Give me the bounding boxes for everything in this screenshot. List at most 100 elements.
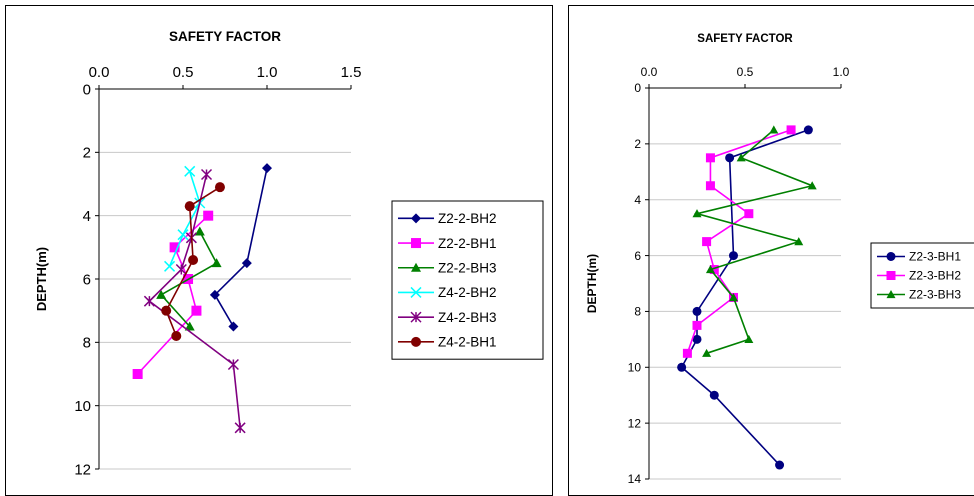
data-point (692, 334, 702, 344)
data-point (807, 181, 817, 190)
data-point (161, 305, 172, 316)
x-tick-label: 0.5 (173, 64, 194, 81)
y-axis-label: DEPTH(m) (34, 247, 49, 311)
series-line (159, 231, 218, 328)
data-point (214, 182, 225, 193)
data-point (709, 390, 719, 400)
y-tick-label: 10 (628, 360, 642, 374)
legend-label: Z4-2-BH1 (438, 335, 497, 350)
x-tick-label: 1.5 (341, 64, 362, 81)
data-point (175, 263, 187, 276)
legend-label: Z2-3-BH1 (909, 250, 961, 264)
legend-label: Z2-3-BH2 (909, 269, 961, 283)
legend-label: Z4-2-BH2 (438, 285, 497, 300)
series-line (168, 171, 201, 267)
data-point (228, 321, 239, 332)
data-point (786, 125, 796, 135)
y-tick-label: 2 (634, 137, 641, 151)
series-line (693, 129, 815, 355)
data-point (705, 153, 715, 163)
data-point (677, 362, 687, 372)
data-point (143, 295, 155, 307)
data-point (702, 237, 712, 247)
legend-label: Z4-2-BH3 (438, 310, 497, 325)
data-point (184, 201, 195, 212)
data-point (692, 306, 702, 316)
data-point (184, 321, 195, 331)
data-point (211, 258, 222, 268)
series-line (148, 174, 241, 428)
legend-box (391, 200, 544, 360)
data-point (262, 163, 272, 174)
x-tick-label: 0.0 (641, 65, 658, 79)
data-point (692, 320, 702, 330)
x-tick-label: 1.0 (833, 65, 850, 79)
data-point (692, 209, 702, 218)
data-point (803, 125, 813, 135)
y-tick-label: 8 (83, 335, 91, 352)
data-point (227, 358, 239, 371)
legend-marker (886, 271, 896, 280)
data-point (702, 348, 712, 357)
data-point (203, 210, 214, 221)
legend-marker (886, 290, 896, 299)
legend-marker (886, 252, 896, 261)
y-tick-label: 6 (83, 271, 91, 288)
data-point (682, 348, 692, 358)
data-point (194, 226, 205, 236)
legend-label: Z2-2-BH1 (438, 236, 497, 251)
data-point (736, 153, 746, 162)
legend-marker (410, 311, 422, 323)
x-tick-label: 1.0 (257, 64, 278, 81)
y-tick-label: 14 (628, 472, 642, 486)
data-point (775, 460, 785, 470)
chart-title: SAFETY FACTOR (697, 33, 793, 45)
series-line (137, 215, 209, 375)
y-tick-label: 0 (634, 81, 641, 95)
data-point (744, 334, 754, 343)
safety-factor-chart-left: SAFETY FACTOR 0.0 0.5 1.0 1.5 0 2 4 6 8 10 12 DEPTH(… (34, 29, 544, 478)
data-point (156, 289, 167, 299)
y-tick-label: 0 (83, 81, 91, 98)
data-point (705, 181, 715, 191)
data-point (209, 289, 220, 300)
legend-label: Z2-3-BH3 (909, 288, 961, 302)
data-point (728, 251, 738, 261)
chart-panel-right: SAFETY FACTOR 0.0 0.5 1.0 0 2 4 6 8 10 12 14 DEPTH(m… (568, 5, 974, 496)
data-point (769, 125, 779, 134)
series-line (213, 168, 268, 327)
data-point (728, 292, 738, 302)
y-tick-label: 12 (628, 416, 642, 430)
legend-marker (411, 336, 421, 347)
legend-marker (411, 238, 421, 249)
data-point (171, 331, 182, 341)
chart-title: SAFETY FACTOR (169, 29, 281, 44)
series-line (680, 129, 809, 466)
data-point (177, 229, 189, 241)
data-point (705, 265, 715, 274)
data-point (234, 422, 246, 434)
data-point (191, 305, 202, 316)
data-point (164, 260, 176, 272)
x-tick-label: 0.5 (737, 65, 754, 79)
data-point (241, 258, 252, 269)
legend-label: Z2-2-BH3 (438, 260, 497, 275)
y-tick-label: 4 (83, 208, 91, 225)
data-point (744, 209, 754, 219)
data-point (184, 165, 196, 177)
y-tick-label: 8 (634, 305, 641, 319)
y-tick-label: 2 (83, 145, 91, 162)
y-tick-label: 4 (634, 193, 641, 207)
data-point (725, 153, 735, 163)
x-tick-label: 0.0 (89, 64, 110, 81)
y-tick-label: 12 (74, 461, 91, 478)
data-point (794, 237, 804, 246)
legend-marker (410, 286, 422, 298)
y-axis-label: DEPTH(m) (585, 254, 599, 313)
legend-marker (411, 262, 421, 272)
data-point (188, 255, 199, 265)
data-point (709, 265, 719, 275)
chart-panel-left: SAFETY FACTOR 0.0 0.5 1.0 1.5 0 2 4 6 8 10 12 DEPTH(… (5, 5, 553, 496)
data-point (200, 168, 213, 181)
legend-label: Z2-2-BH2 (438, 211, 497, 226)
